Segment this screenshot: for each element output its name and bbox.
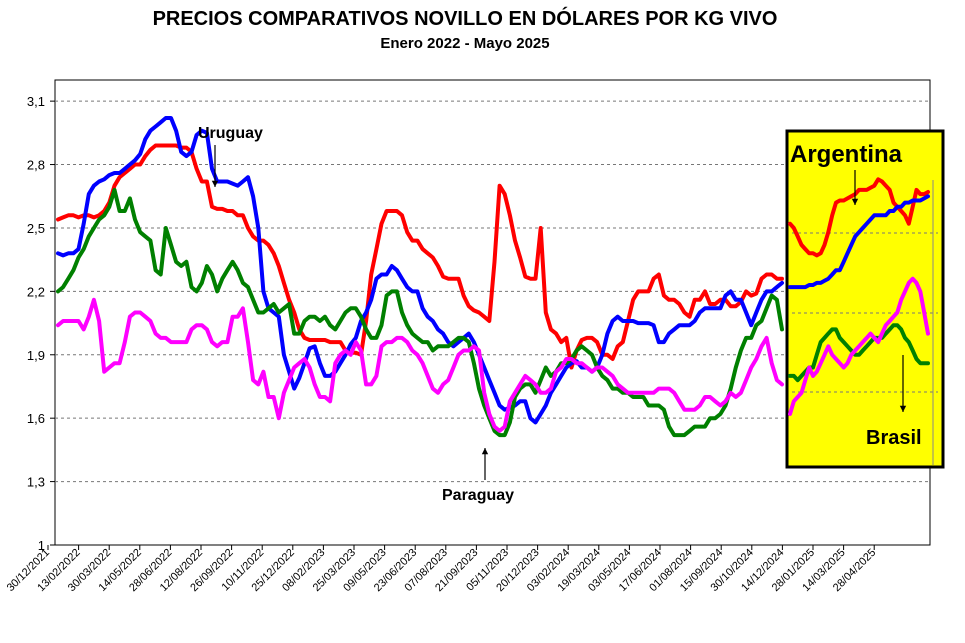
y-tick-label: 2,8 — [27, 158, 45, 173]
inset-series-line-brasil — [788, 323, 930, 383]
annotation-brasil: Brasil — [866, 427, 922, 449]
annotation-arrowhead — [211, 180, 219, 187]
y-tick-label: 1,9 — [27, 348, 45, 363]
series-line-brasil — [56, 187, 784, 438]
series-line-argentina — [56, 143, 784, 370]
annotation-argentina: Argentina — [790, 141, 903, 168]
annotation-arrowhead — [481, 448, 489, 455]
y-tick-label: 1 — [38, 538, 45, 553]
annotation-arrowhead — [851, 198, 859, 205]
chart-title: PRECIOS COMPARATIVOS NOVILLO EN DÓLARES … — [152, 8, 778, 30]
annotation-uruguay: Uruguay — [198, 125, 263, 142]
inset-series-line-paraguay — [788, 276, 930, 416]
series-line-uruguay — [56, 116, 784, 425]
annotation-arrowhead — [899, 405, 907, 412]
annotation-paraguay: Paraguay — [442, 487, 514, 504]
inset-series-line-argentina — [788, 177, 930, 258]
series-line-paraguay — [56, 297, 784, 433]
y-tick-label: 2,5 — [27, 221, 45, 236]
inset-box — [785, 129, 945, 469]
y-tick-label: 1,6 — [27, 411, 45, 426]
y-tick-label: 2,2 — [27, 284, 45, 299]
y-tick-label: 3,1 — [27, 94, 45, 109]
y-tick-label: 1,3 — [27, 475, 45, 490]
chart-subtitle: Enero 2022 - Mayo 2025 — [380, 35, 550, 52]
inset-series-line-uruguay — [788, 194, 930, 290]
